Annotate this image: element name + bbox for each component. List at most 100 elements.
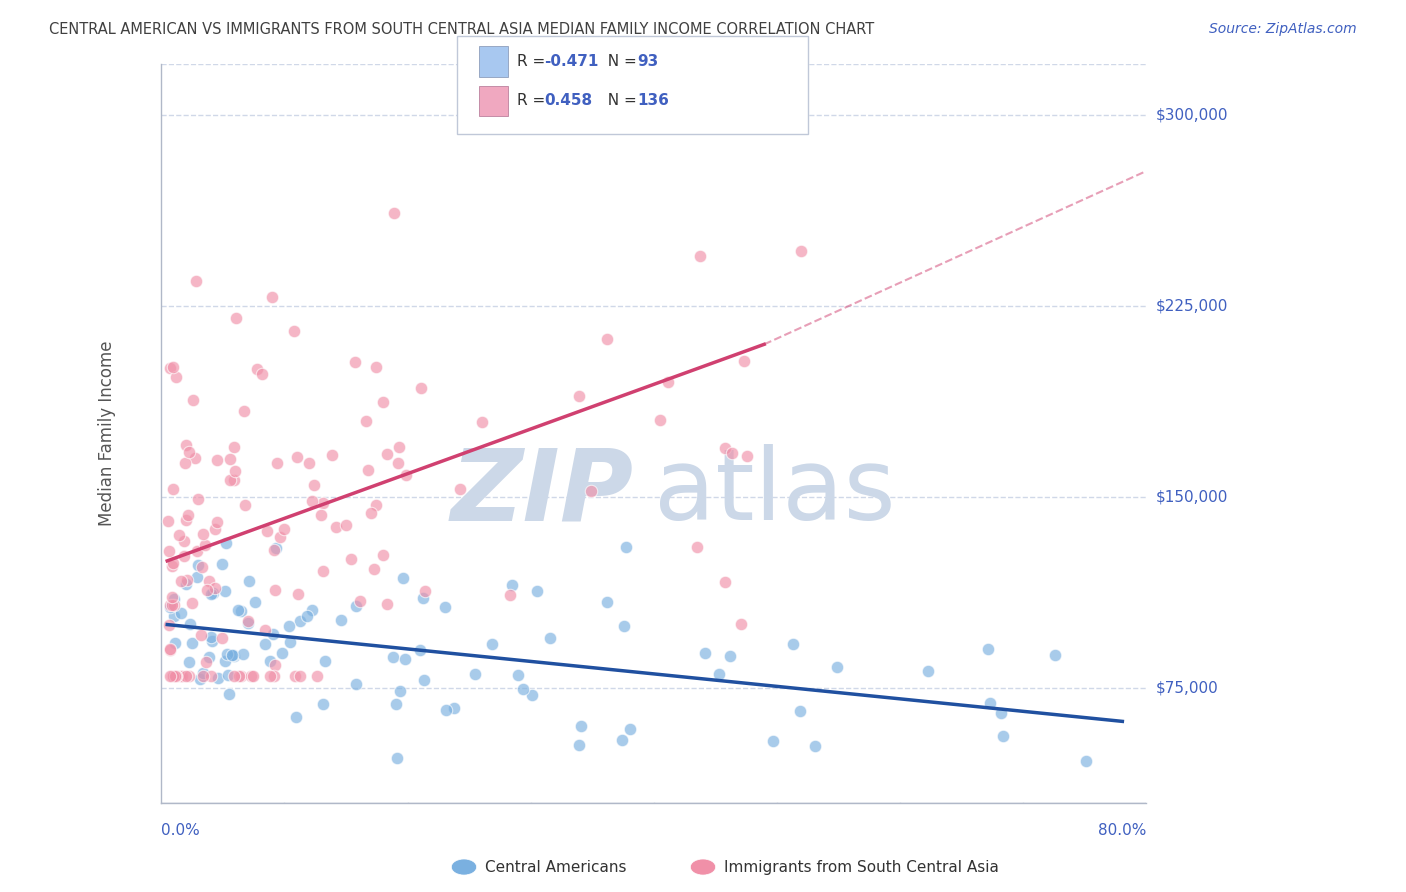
Point (619, 723, 641, 737)
Point (388, 440, 411, 454)
Point (200, 587, 222, 601)
Point (344, 599, 367, 613)
Point (181, 596, 204, 610)
Point (224, 441, 246, 455)
Point (262, 290, 284, 304)
Point (162, 482, 184, 496)
Point (596, 595, 619, 609)
Point (520, 689, 543, 703)
Point (165, 370, 187, 384)
Point (360, 506, 382, 520)
Text: Immigrants from South Central Asia: Immigrants from South Central Asia (724, 860, 1000, 874)
Point (790, 244, 813, 259)
Point (179, 656, 201, 670)
Point (412, 591, 434, 605)
Point (256, 524, 278, 538)
Text: 0.458: 0.458 (544, 94, 592, 108)
Text: $225,000: $225,000 (1156, 299, 1229, 314)
Point (218, 686, 240, 700)
Point (977, 641, 1000, 656)
Point (242, 668, 264, 682)
Point (184, 451, 207, 466)
Point (217, 667, 239, 681)
Point (434, 703, 457, 717)
Point (232, 647, 254, 661)
Point (993, 729, 1015, 743)
Point (202, 585, 225, 599)
Point (307, 668, 329, 682)
Point (187, 558, 209, 573)
Point (190, 560, 212, 574)
Point (735, 449, 758, 463)
Point (159, 643, 181, 657)
Point (188, 672, 211, 686)
Point (179, 617, 201, 632)
Point (481, 637, 503, 651)
Point (464, 666, 486, 681)
Point (917, 664, 939, 678)
Text: R =: R = (517, 54, 551, 69)
Point (157, 544, 180, 558)
Point (221, 648, 243, 663)
Point (235, 498, 257, 512)
Point (720, 649, 742, 664)
Point (165, 668, 187, 682)
Point (714, 441, 737, 455)
Point (250, 367, 273, 381)
Text: Median Family Income: Median Family Income (98, 341, 117, 526)
Point (284, 668, 307, 682)
Point (990, 706, 1012, 721)
Point (689, 120, 711, 135)
Text: $75,000: $75,000 (1156, 681, 1219, 696)
Point (205, 453, 228, 467)
Point (686, 540, 709, 554)
Point (730, 617, 752, 632)
Point (371, 395, 394, 409)
Text: $150,000: $150,000 (1156, 490, 1229, 505)
Point (229, 668, 252, 682)
Point (233, 403, 256, 417)
Point (650, 413, 672, 427)
Point (195, 582, 218, 597)
Point (375, 447, 398, 461)
Point (186, 274, 208, 288)
Point (197, 574, 219, 588)
Text: ZIP: ZIP (451, 444, 634, 541)
Point (173, 549, 195, 563)
Point (325, 519, 347, 533)
Point (311, 564, 333, 578)
Point (238, 614, 260, 628)
Point (295, 609, 318, 624)
Point (409, 643, 432, 657)
Point (288, 614, 311, 628)
Text: 80.0%: 80.0% (1098, 823, 1146, 838)
Text: CENTRAL AMERICAN VS IMMIGRANTS FROM SOUTH CENTRAL ASIA MEDIAN FAMILY INCOME CORR: CENTRAL AMERICAN VS IMMIGRANTS FROM SOUT… (49, 22, 875, 37)
Point (264, 657, 287, 672)
Point (160, 668, 183, 682)
Point (526, 584, 548, 599)
Point (228, 668, 250, 682)
Point (243, 594, 266, 608)
Point (312, 496, 335, 510)
Point (714, 574, 737, 589)
Point (614, 540, 637, 554)
Point (200, 668, 222, 682)
Point (186, 569, 208, 583)
Point (186, 544, 208, 558)
Point (201, 634, 224, 648)
Point (157, 618, 180, 632)
Point (567, 389, 589, 403)
Point (363, 562, 385, 576)
Point (384, 205, 406, 219)
Point (309, 508, 332, 522)
Point (264, 582, 287, 597)
Point (179, 445, 201, 459)
Point (262, 626, 284, 640)
Point (321, 448, 343, 462)
Point (707, 667, 730, 681)
Point (160, 559, 183, 574)
Point (169, 574, 191, 589)
Point (657, 376, 679, 390)
Point (163, 668, 186, 682)
Point (170, 607, 193, 621)
